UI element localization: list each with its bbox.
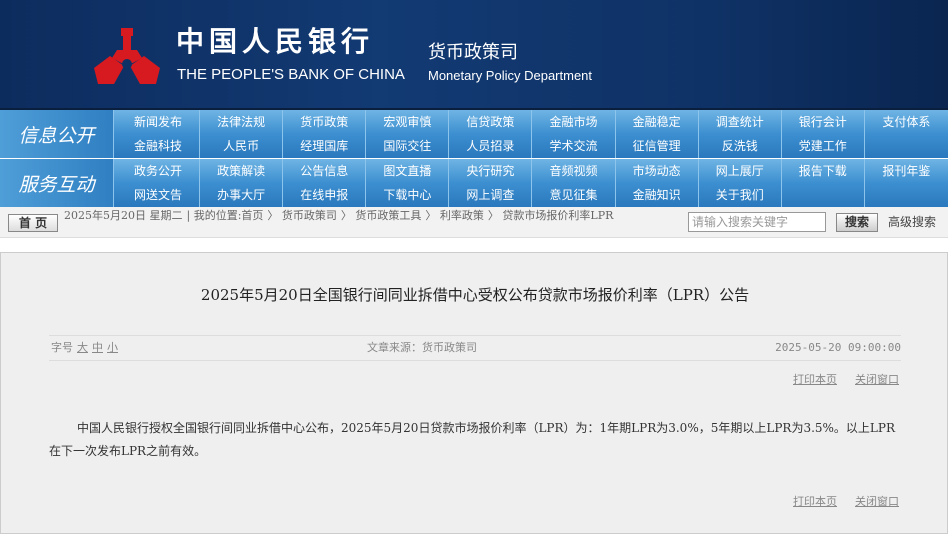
article-datetime: 2025-05-20 09:00:00 — [775, 341, 901, 354]
nav-item[interactable]: 法律法规 — [200, 110, 284, 134]
nav-item[interactable]: 征信管理 — [616, 134, 699, 158]
nav-item[interactable]: 办事大厅 — [200, 183, 284, 207]
font-size-large[interactable]: 大 — [77, 341, 88, 354]
home-button[interactable]: 首 页 — [8, 214, 58, 232]
nav-item[interactable]: 调查统计 — [699, 110, 782, 134]
breadcrumb-item[interactable]: 贷款市场报价利率LPR — [502, 209, 614, 222]
article-tools-top: 打印本页 关闭窗口 — [775, 373, 899, 387]
nav-item[interactable]: 支付体系 — [882, 115, 931, 129]
nav-item[interactable]: 政策解读 — [200, 159, 284, 183]
nav-item[interactable]: 新闻发布 — [117, 110, 201, 134]
breadcrumb-item[interactable]: 利率政策 — [439, 209, 484, 222]
nav-item[interactable]: 金融科技 — [117, 134, 201, 158]
nav-item[interactable]: 经理国库 — [283, 134, 367, 158]
nav-empty-cell — [865, 183, 948, 207]
nav-item[interactable]: 党建工作 — [782, 134, 865, 158]
nav-info-band: 信息公开 新闻发布 法律法规 货币政策 宏观审慎 信贷政策 金融市场 金融稳定 调查统计 银行会… — [0, 110, 948, 158]
nav-info-label: 信息公开 — [0, 110, 114, 158]
nav-item[interactable]: 网送文告 — [117, 183, 201, 207]
print-link[interactable]: 打印本页 — [793, 495, 837, 508]
nav-item[interactable]: 金融市场 — [532, 110, 616, 134]
breadcrumb-bar: 首 页 2025年5月20日 星期二 | 我的位置:首页〉 货币政策司〉 货币政策… — [0, 207, 948, 238]
nav-empty-cell — [865, 134, 948, 158]
nav-item[interactable]: 人民币 — [200, 134, 284, 158]
current-date: 2025年5月20日 星期二 — [64, 209, 183, 222]
nav-item[interactable]: 图文直播 — [366, 159, 450, 183]
breadcrumb-item[interactable]: 货币政策工具 — [355, 209, 422, 222]
nav-item[interactable]: 国际交往 — [366, 134, 450, 158]
nav-item[interactable]: 在线申报 — [283, 183, 367, 207]
nav-item[interactable]: 信贷政策 — [449, 110, 533, 134]
article-meta: 字号大中小 文章来源：货币政策司 2025-05-20 09:00:00 — [49, 335, 901, 361]
close-window-link[interactable]: 关闭窗口 — [855, 495, 899, 508]
nav-item[interactable]: 市场动态 — [616, 159, 699, 183]
nav-item[interactable]: 人员招录 — [449, 134, 533, 158]
nav-item[interactable]: 报刊年鉴 — [882, 164, 931, 178]
advanced-search-link[interactable]: 高级搜索 — [888, 215, 937, 229]
nav-item[interactable]: 意见征集 — [532, 183, 616, 207]
article-tools-bottom: 打印本页 关闭窗口 — [775, 495, 899, 509]
article-title: 2025年5月20日全国银行间同业拆借中心受权公布贷款市场报价利率（LPR）公告 — [200, 286, 750, 304]
nav-item[interactable]: 学术交流 — [532, 134, 616, 158]
bank-name-cn: 中国人民银行 — [176, 25, 375, 58]
article-panel: 2025年5月20日全国银行间同业拆借中心受权公布贷款市场报价利率（LPR）公告… — [0, 252, 948, 534]
nav-service-label: 服务互动 — [0, 159, 114, 207]
nav-item[interactable]: 银行会计 — [782, 110, 865, 134]
font-size-medium[interactable]: 中 — [92, 341, 103, 354]
close-window-link[interactable]: 关闭窗口 — [855, 373, 899, 386]
nav-service-band: 服务互动 政务公开 政策解读 公告信息 图文直播 央行研究 音频视频 市场动态 网上展厅 报告下… — [0, 159, 948, 207]
site-header: 中国人民银行 THE PEOPLE'S BANK OF CHINA 货币政策司 … — [0, 0, 948, 110]
bank-name-en: THE PEOPLE'S BANK OF CHINA — [177, 66, 405, 83]
nav-item[interactable]: 金融稳定 — [616, 110, 699, 134]
pboc-logo-icon — [94, 28, 160, 84]
nav-item[interactable]: 下载中心 — [366, 183, 450, 207]
nav-item[interactable]: 网上展厅 — [699, 159, 782, 183]
font-size-label: 字号 — [51, 341, 73, 354]
nav-item[interactable]: 政务公开 — [117, 159, 201, 183]
nav-item[interactable]: 反洗钱 — [699, 134, 782, 158]
nav-item[interactable]: 金融知识 — [616, 183, 699, 207]
nav-service-grid: 政务公开 政策解读 公告信息 图文直播 央行研究 音频视频 市场动态 网上展厅 报告下载 报刊年鉴… — [117, 159, 948, 207]
breadcrumb: 2025年5月20日 星期二 | 我的位置:首页〉 货币政策司〉 货币政策工具〉 … — [64, 209, 614, 222]
article-body: 中国人民银行授权全国银行间同业拆借中心公布，2025年5月20日贷款市场报价利率… — [49, 421, 896, 458]
font-size-small[interactable]: 小 — [107, 341, 118, 354]
dept-name-cn: 货币政策司 — [428, 42, 518, 63]
nav-item[interactable]: 央行研究 — [449, 159, 533, 183]
nav-item[interactable]: 网上调查 — [449, 183, 533, 207]
breadcrumb-home[interactable]: 我的位置:首页 — [193, 209, 264, 222]
nav-empty-cell — [782, 183, 865, 207]
nav-item[interactable]: 音频视频 — [532, 159, 616, 183]
nav-item[interactable]: 货币政策 — [283, 110, 367, 134]
nav-item[interactable]: 关于我们 — [699, 183, 782, 207]
search-button[interactable]: 搜索 — [836, 213, 878, 232]
nav-item[interactable]: 宏观审慎 — [366, 110, 450, 134]
print-link[interactable]: 打印本页 — [793, 373, 837, 386]
article-source: 文章来源：货币政策司 — [367, 341, 477, 354]
search-input[interactable]: 请输入搜索关键字 — [688, 212, 826, 232]
dept-name-en: Monetary Policy Department — [428, 68, 593, 83]
nav-item[interactable]: 公告信息 — [283, 159, 367, 183]
nav-info-grid: 新闻发布 法律法规 货币政策 宏观审慎 信贷政策 金融市场 金融稳定 调查统计 银行会计 支付体系… — [117, 110, 948, 158]
nav-item[interactable]: 报告下载 — [782, 159, 865, 183]
breadcrumb-item[interactable]: 货币政策司 — [281, 209, 337, 222]
